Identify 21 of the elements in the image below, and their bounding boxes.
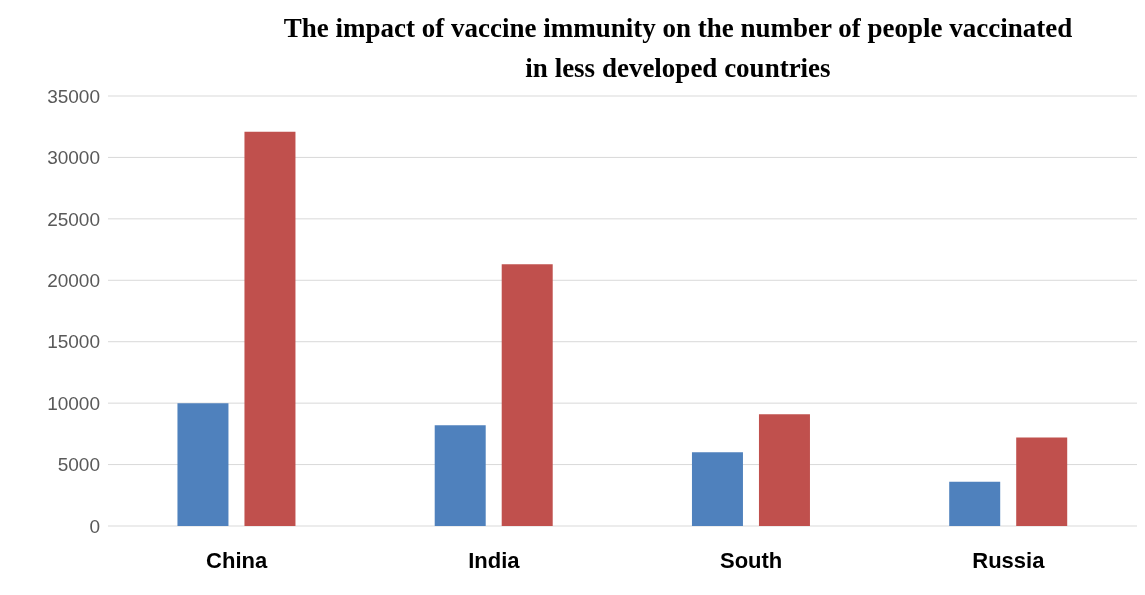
bar [758, 414, 810, 526]
x-tick-label: China [206, 547, 268, 573]
bar [691, 452, 743, 526]
x-tick-label: India [468, 547, 521, 573]
y-tick-label: 20000 [47, 270, 100, 292]
chart-title: The impact of vaccine immunity on the number of people vaccinated in less developed countries [282, 12, 1074, 85]
y-tick-label: 5000 [57, 454, 100, 476]
y-tick-label: 0 [89, 515, 100, 537]
bar [244, 131, 296, 526]
x-tick-label: South [719, 547, 783, 573]
bar [949, 481, 1001, 526]
bar [501, 264, 553, 526]
bar [177, 403, 229, 526]
bar [1016, 437, 1068, 526]
x-tick-label: Russia [972, 547, 1046, 573]
y-tick-label: 30000 [47, 147, 100, 169]
bar [434, 425, 486, 526]
y-tick-label: 15000 [47, 331, 100, 353]
y-tick-label: 10000 [47, 392, 100, 414]
y-tick-label: 35000 [47, 85, 100, 107]
y-tick-label: 25000 [47, 208, 100, 230]
